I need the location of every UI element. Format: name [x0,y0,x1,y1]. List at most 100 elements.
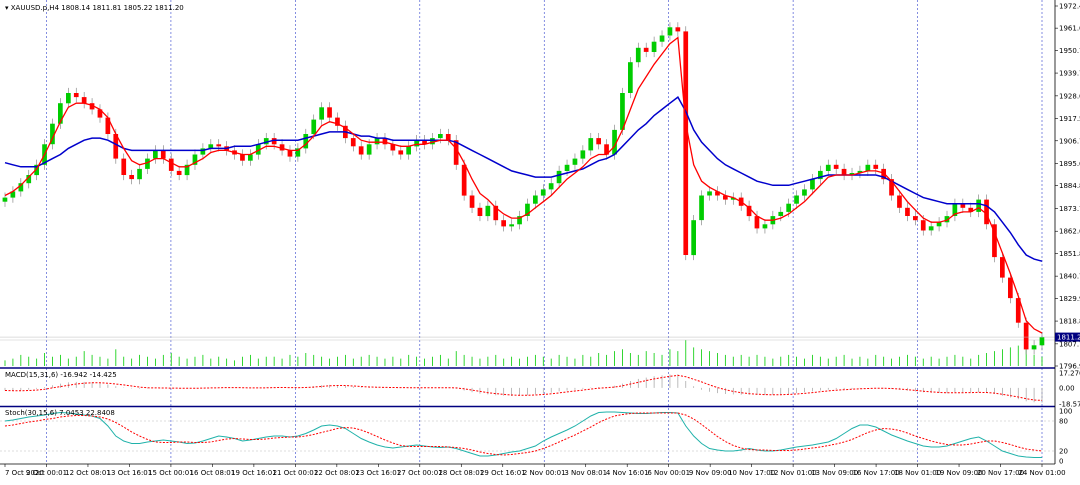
time-tick-label: 13 Oct 16:01 [107,469,153,477]
candle-body [240,154,245,161]
price-tick-label: 1972.40 [1059,3,1080,11]
candle-body [422,140,427,145]
candle-body [881,168,886,180]
candle-body [121,158,127,175]
candle-body [279,144,285,151]
candle-body [382,138,388,145]
candle-body [73,93,79,98]
macd-pane[interactable] [0,369,1055,405]
price-axis[interactable]: 1972.40 1961.60 1950.70 1939.70 1928.60 1917.… [1055,3,1080,371]
time-tick-label: 12 Nov 01:00 [769,469,816,477]
time-tick-label: 18 Nov 01:00 [894,469,941,477]
svg-text:1811.20: 1811.20 [1057,334,1080,342]
time-tick-label: 4 Nov 16:01 [606,469,649,477]
macd-tick-label: 17.276 [1059,370,1080,378]
candle-body [89,103,95,110]
candle-body [651,41,657,52]
time-tick-label: 3 Nov 08:01 [564,469,607,477]
candle-body [794,195,799,204]
time-tick-label: 19 Nov 09:00 [935,469,982,477]
candle-body [358,146,364,155]
candle-body [976,199,981,212]
price-tick-label: 1906.70 [1059,137,1080,145]
candle-body [398,150,404,155]
candle-body [691,220,696,256]
stoch-d-line [4,412,1043,456]
stoch-axis[interactable]: 100 80 20 0 [1059,408,1072,466]
candle-body [572,158,578,165]
stoch-tick-label: 0 [1059,458,1063,466]
candle-body [802,189,807,196]
candle-body [184,164,190,176]
candle-body [485,205,491,217]
ma-fast-line [4,36,1043,334]
candle-body [192,154,198,165]
candle-body [920,220,926,231]
time-tick-label: 15 Oct 00:01 [148,469,194,477]
candle-body [968,207,974,212]
candle-body [889,179,894,196]
price-tick-label: 1917.50 [1059,115,1080,123]
candle-body [659,35,665,42]
macd-axis[interactable]: 17.276 0.00 -18.571 [1059,370,1080,409]
price-tick-label: 1950.70 [1059,47,1080,55]
price-tick-label: 1840.70 [1059,273,1080,281]
candle-body [707,191,712,196]
price-tick-label: 1796.90 [1059,363,1080,371]
current-price-label: 1811.20 [1055,332,1080,342]
candle-body [1000,257,1005,278]
candle-body [628,62,633,93]
candle-body [928,226,934,231]
moving-averages [0,36,1055,338]
price-tick-label: 1873.70 [1059,205,1080,213]
candle-body [849,173,855,176]
candle-body [445,134,451,141]
ma-slow-line [4,95,1043,262]
time-tick-label: 19 Oct 16:01 [231,469,277,477]
candle-body [430,138,435,145]
price-tick-label: 1829.90 [1059,295,1080,303]
candle-body [715,191,720,196]
candle-body [778,211,784,216]
time-tick-label: 10 Nov 17:00 [728,469,775,477]
candle-body [675,27,681,32]
candle-body [873,164,879,169]
candle-body [635,47,641,63]
candle-body [612,129,617,155]
macd-signal-line [4,374,1043,401]
candle-body [58,103,63,124]
candle-body [34,164,39,176]
candle-body [683,31,689,256]
candle-body [129,175,134,180]
price-tick-label: 1961.60 [1059,25,1080,33]
stoch-pane[interactable] [0,408,1055,463]
time-tick-label: 27 Oct 00:01 [397,469,443,477]
candle-body [501,220,506,227]
time-tick-label: 2 Nov 00:01 [523,469,566,477]
price-pane[interactable] [0,0,1055,367]
stoch-tick-label: 20 [1059,448,1068,456]
candle-body [596,138,601,145]
candle-body [667,27,673,36]
time-tick-label: 22 Oct 08:01 [314,469,360,477]
candle-body [643,47,649,52]
price-tick-label: 1895.60 [1059,160,1080,168]
time-tick-label: 16 Nov 17:00 [852,469,899,477]
candle-body [438,134,443,139]
price-tick-label: 1851.80 [1059,250,1080,258]
candle-body [984,199,989,225]
candle-body [216,144,222,147]
macd-title: MACD(15,31,6) -16.942 -14.425 [5,371,117,379]
candle-body [810,179,815,190]
candle-body [525,203,530,216]
candle-body [960,203,966,208]
candle-body [160,150,166,159]
candle-body [461,164,467,196]
candle-body [1023,322,1029,350]
candle-body [81,97,87,104]
candle-body [818,170,823,180]
candle-body [469,195,475,208]
